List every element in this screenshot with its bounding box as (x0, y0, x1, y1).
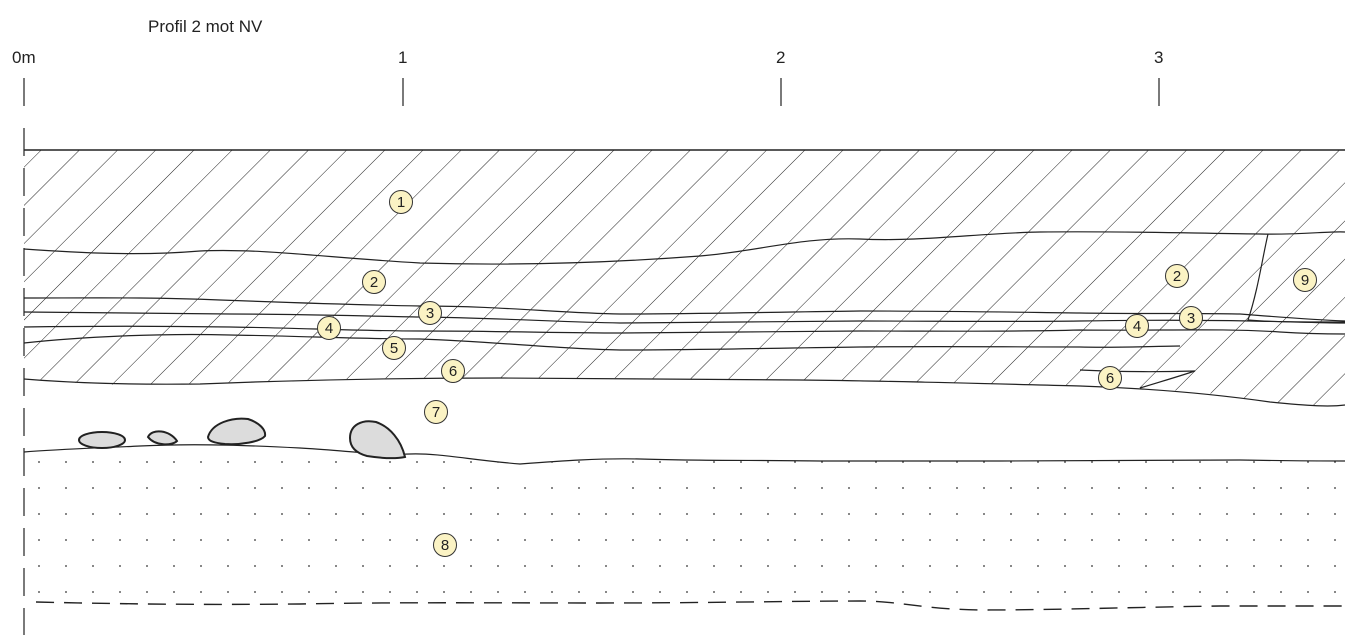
svg-text:3: 3 (426, 305, 434, 322)
scale-bar: 0m 1 2 3 (12, 48, 1163, 106)
stone-1 (78, 431, 126, 449)
layer-label-2-right: 2 (1165, 264, 1189, 288)
boundary-4-5 (23, 325, 1345, 335)
svg-text:6: 6 (449, 363, 457, 380)
layer-label-1: 1 (389, 190, 413, 214)
svg-text:4: 4 (325, 320, 333, 337)
layer-label-7: 7 (424, 400, 448, 424)
stone-4 (348, 420, 407, 460)
scale-label-3: 3 (1154, 48, 1163, 67)
svg-text:7: 7 (432, 404, 440, 421)
stones (78, 417, 407, 460)
layer-label-8: 8 (433, 533, 457, 557)
boundary-9 (1247, 233, 1345, 323)
dotted-layer-area (24, 444, 1345, 605)
svg-text:1: 1 (397, 194, 405, 211)
layer-label-6-right: 6 (1098, 366, 1122, 390)
boundary-6-7 (23, 377, 1345, 407)
layer-label-6-left: 6 (441, 359, 465, 383)
stone-3 (206, 417, 267, 446)
layer-label-4-right: 4 (1125, 314, 1149, 338)
svg-text:9: 9 (1301, 272, 1309, 289)
layer-labels: 1 2 3 4 5 6 7 2 (317, 190, 1317, 557)
stone-2 (146, 430, 179, 446)
svg-text:3: 3 (1187, 310, 1195, 327)
svg-text:8: 8 (441, 537, 449, 554)
bottom-boundary-dashed (35, 600, 1345, 611)
layer-label-9: 9 (1293, 268, 1317, 292)
scale-label-1: 1 (398, 48, 407, 67)
svg-text:2: 2 (370, 274, 378, 291)
scale-label-0: 0m (12, 48, 36, 67)
layer-label-5: 5 (382, 336, 406, 360)
layer-label-3-left: 3 (418, 301, 442, 325)
svg-text:6: 6 (1106, 370, 1114, 387)
svg-text:4: 4 (1133, 318, 1141, 335)
boundary-1-2 (23, 231, 1345, 265)
scale-label-2: 2 (776, 48, 785, 67)
layer-label-3-right: 3 (1179, 306, 1203, 330)
svg-text:2: 2 (1173, 268, 1181, 285)
hatched-layers-area (24, 150, 1345, 407)
layer-label-2-left: 2 (362, 270, 386, 294)
boundary-5-6 (23, 333, 1181, 351)
svg-text:5: 5 (390, 340, 398, 357)
layer-label-4-left: 4 (317, 316, 341, 340)
profile-title: Profil 2 mot NV (148, 17, 263, 36)
